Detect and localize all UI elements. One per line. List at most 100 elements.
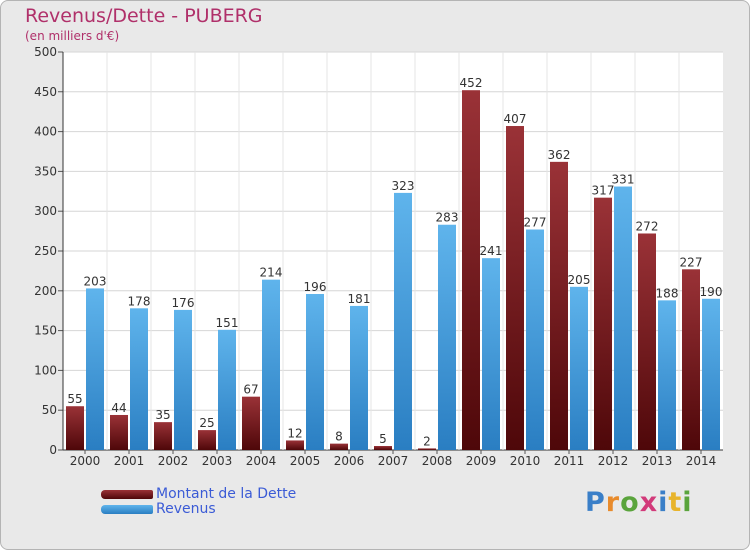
bar-revenus	[614, 186, 632, 451]
bar-dette	[66, 406, 84, 450]
bar-dette	[286, 440, 304, 450]
x-tick-label: 2005	[290, 454, 321, 468]
legend-label-dette: Montant de la Dette	[156, 486, 297, 502]
data-label-dette: 55	[67, 392, 82, 406]
bar-revenus	[350, 305, 368, 450]
x-tick-label: 2009	[466, 454, 497, 468]
x-tick-label: 2006	[334, 454, 365, 468]
data-label-dette: 25	[199, 416, 214, 430]
x-tick-label: 2007	[378, 454, 409, 468]
data-label-revenus: 277	[524, 216, 547, 230]
bar-revenus	[130, 308, 148, 450]
x-tick-label: 2000	[70, 454, 101, 468]
data-label-revenus: 331	[612, 173, 635, 187]
bar-revenus	[174, 309, 192, 450]
data-label-dette: 5	[379, 432, 387, 446]
data-label-revenus: 178	[128, 294, 151, 308]
y-tick-label: 100	[34, 363, 57, 377]
data-label-dette: 362	[548, 148, 571, 162]
x-tick-label: 2001	[114, 454, 145, 468]
bar-revenus	[394, 192, 412, 450]
data-label-revenus: 205	[568, 273, 591, 287]
data-label-dette: 8	[335, 430, 343, 444]
data-label-dette: 272	[636, 219, 659, 233]
y-tick-label: 450	[34, 85, 57, 99]
data-label-revenus: 190	[700, 285, 723, 299]
data-label-revenus: 283	[436, 211, 459, 225]
bar-revenus	[658, 300, 676, 450]
bar-dette	[330, 443, 348, 450]
y-tick-label: 300	[34, 204, 57, 218]
bar-dette	[462, 90, 480, 450]
x-tick-label: 2004	[246, 454, 277, 468]
y-tick-label: 50	[42, 403, 57, 417]
data-label-dette: 452	[460, 76, 483, 90]
x-tick-label: 2014	[686, 454, 717, 468]
bar-revenus	[86, 288, 104, 450]
logo-letter: P	[585, 487, 606, 518]
data-label-dette: 12	[287, 426, 302, 440]
bar-dette	[242, 396, 260, 450]
data-label-revenus: 323	[392, 179, 415, 193]
bar-revenus	[262, 279, 280, 450]
bar-dette	[638, 233, 656, 450]
bar-revenus	[218, 329, 236, 450]
data-label-revenus: 176	[172, 296, 195, 310]
x-tick-label: 2012	[598, 454, 629, 468]
data-label-revenus: 214	[260, 266, 283, 280]
bar-revenus	[570, 286, 588, 450]
logo-letter: i	[682, 487, 693, 518]
data-label-dette: 317	[592, 184, 615, 198]
bar-revenus	[526, 229, 544, 450]
data-label-dette: 44	[111, 401, 126, 415]
legend-swatch-revenus	[101, 505, 153, 514]
logo-letter: r	[605, 487, 621, 518]
bar-revenus	[482, 258, 500, 450]
bar-dette	[110, 414, 128, 450]
bar-dette	[506, 126, 524, 450]
y-tick-label: 0	[49, 443, 57, 457]
data-label-revenus: 151	[216, 316, 239, 330]
bar-revenus	[438, 224, 456, 450]
y-tick-label: 400	[34, 125, 57, 139]
x-tick-label: 2003	[202, 454, 233, 468]
bar-dette	[550, 161, 568, 450]
data-label-dette: 227	[680, 255, 703, 269]
y-tick-label: 500	[34, 45, 57, 59]
y-tick-label: 250	[34, 244, 57, 258]
legend-swatch-dette	[101, 490, 153, 499]
x-tick-label: 2002	[158, 454, 189, 468]
data-label-revenus: 196	[304, 280, 327, 294]
legend-label-revenus: Revenus	[156, 501, 216, 517]
bar-dette	[594, 197, 612, 450]
x-tick-label: 2010	[510, 454, 541, 468]
data-label-revenus: 188	[656, 286, 679, 300]
logo-letter: t	[668, 487, 683, 518]
bar-revenus	[306, 293, 324, 450]
data-label-dette: 35	[155, 408, 170, 422]
logo-letter: o	[620, 487, 640, 518]
bar-dette	[198, 430, 216, 450]
bar-dette	[374, 446, 392, 450]
data-label-dette: 407	[504, 112, 527, 126]
chart-title: Revenus/Dette - PUBERG	[25, 5, 263, 27]
data-label-revenus: 241	[480, 244, 503, 258]
data-label-revenus: 203	[84, 274, 107, 288]
x-tick-label: 2013	[642, 454, 673, 468]
bar-dette	[154, 422, 172, 450]
logo-letter: x	[639, 487, 659, 518]
y-tick-label: 200	[34, 284, 57, 298]
bar-dette	[682, 269, 700, 450]
data-label-dette: 2	[423, 434, 431, 448]
proxiti-logo: Proxiti	[585, 487, 693, 518]
bar-revenus	[702, 298, 720, 450]
logo-letter: i	[658, 487, 669, 518]
y-tick-label: 150	[34, 324, 57, 338]
y-tick-label: 350	[34, 164, 57, 178]
x-tick-label: 2011	[554, 454, 585, 468]
x-tick-label: 2008	[422, 454, 453, 468]
chart-subtitle: (en milliers d'€)	[25, 29, 120, 43]
data-label-revenus: 181	[348, 292, 371, 306]
